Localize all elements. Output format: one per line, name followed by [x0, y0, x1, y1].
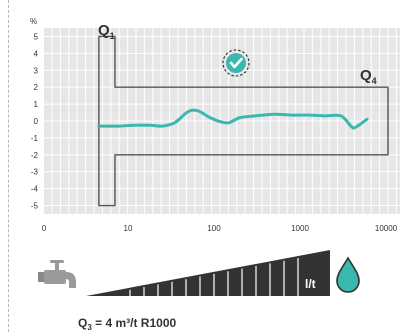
- y-tick-label: 3: [34, 66, 39, 75]
- y-tick-label: -2: [31, 151, 39, 160]
- water-drop-icon: [334, 248, 362, 293]
- y-tick-label: 4: [34, 49, 39, 58]
- faucet-icon: [38, 260, 76, 288]
- error-curve: [97, 108, 369, 130]
- y-axis-label: %: [30, 17, 37, 26]
- y-tick-label: 5: [34, 32, 39, 41]
- y-tick-label: 1: [34, 100, 39, 109]
- checkmark-badge-icon: [222, 49, 250, 77]
- y-tick-label: 2: [34, 83, 39, 92]
- y-axis-ticks: 5 4 3 2 1 0 -1 -2 -3 -4 -5: [31, 32, 39, 210]
- unit-box: [301, 262, 328, 296]
- q4-label: Q4: [360, 67, 377, 86]
- flow-unit-label: l/t: [305, 277, 316, 291]
- x-axis-ticks: 0 10 100 1000 10000: [42, 224, 398, 233]
- error-envelope: [98, 35, 389, 207]
- y-tick-label: -3: [31, 168, 39, 177]
- y-tick-label: -4: [31, 185, 39, 194]
- q1-label: Q1: [98, 22, 115, 41]
- y-tick-label: -1: [31, 134, 39, 143]
- y-tick-label: -5: [31, 202, 39, 211]
- x-tick-label: 1000: [291, 224, 309, 233]
- x-tick-label: 10000: [375, 224, 398, 233]
- q3-spec: Q3 = 4 m³/t R1000: [78, 316, 176, 332]
- x-tick-label: 0: [42, 224, 47, 233]
- left-frame-border: [8, 0, 9, 332]
- y-tick-label: 0: [34, 117, 39, 126]
- flow-rate-wedge: [86, 250, 330, 296]
- x-tick-label: 10: [124, 224, 133, 233]
- x-tick-label: 100: [207, 224, 221, 233]
